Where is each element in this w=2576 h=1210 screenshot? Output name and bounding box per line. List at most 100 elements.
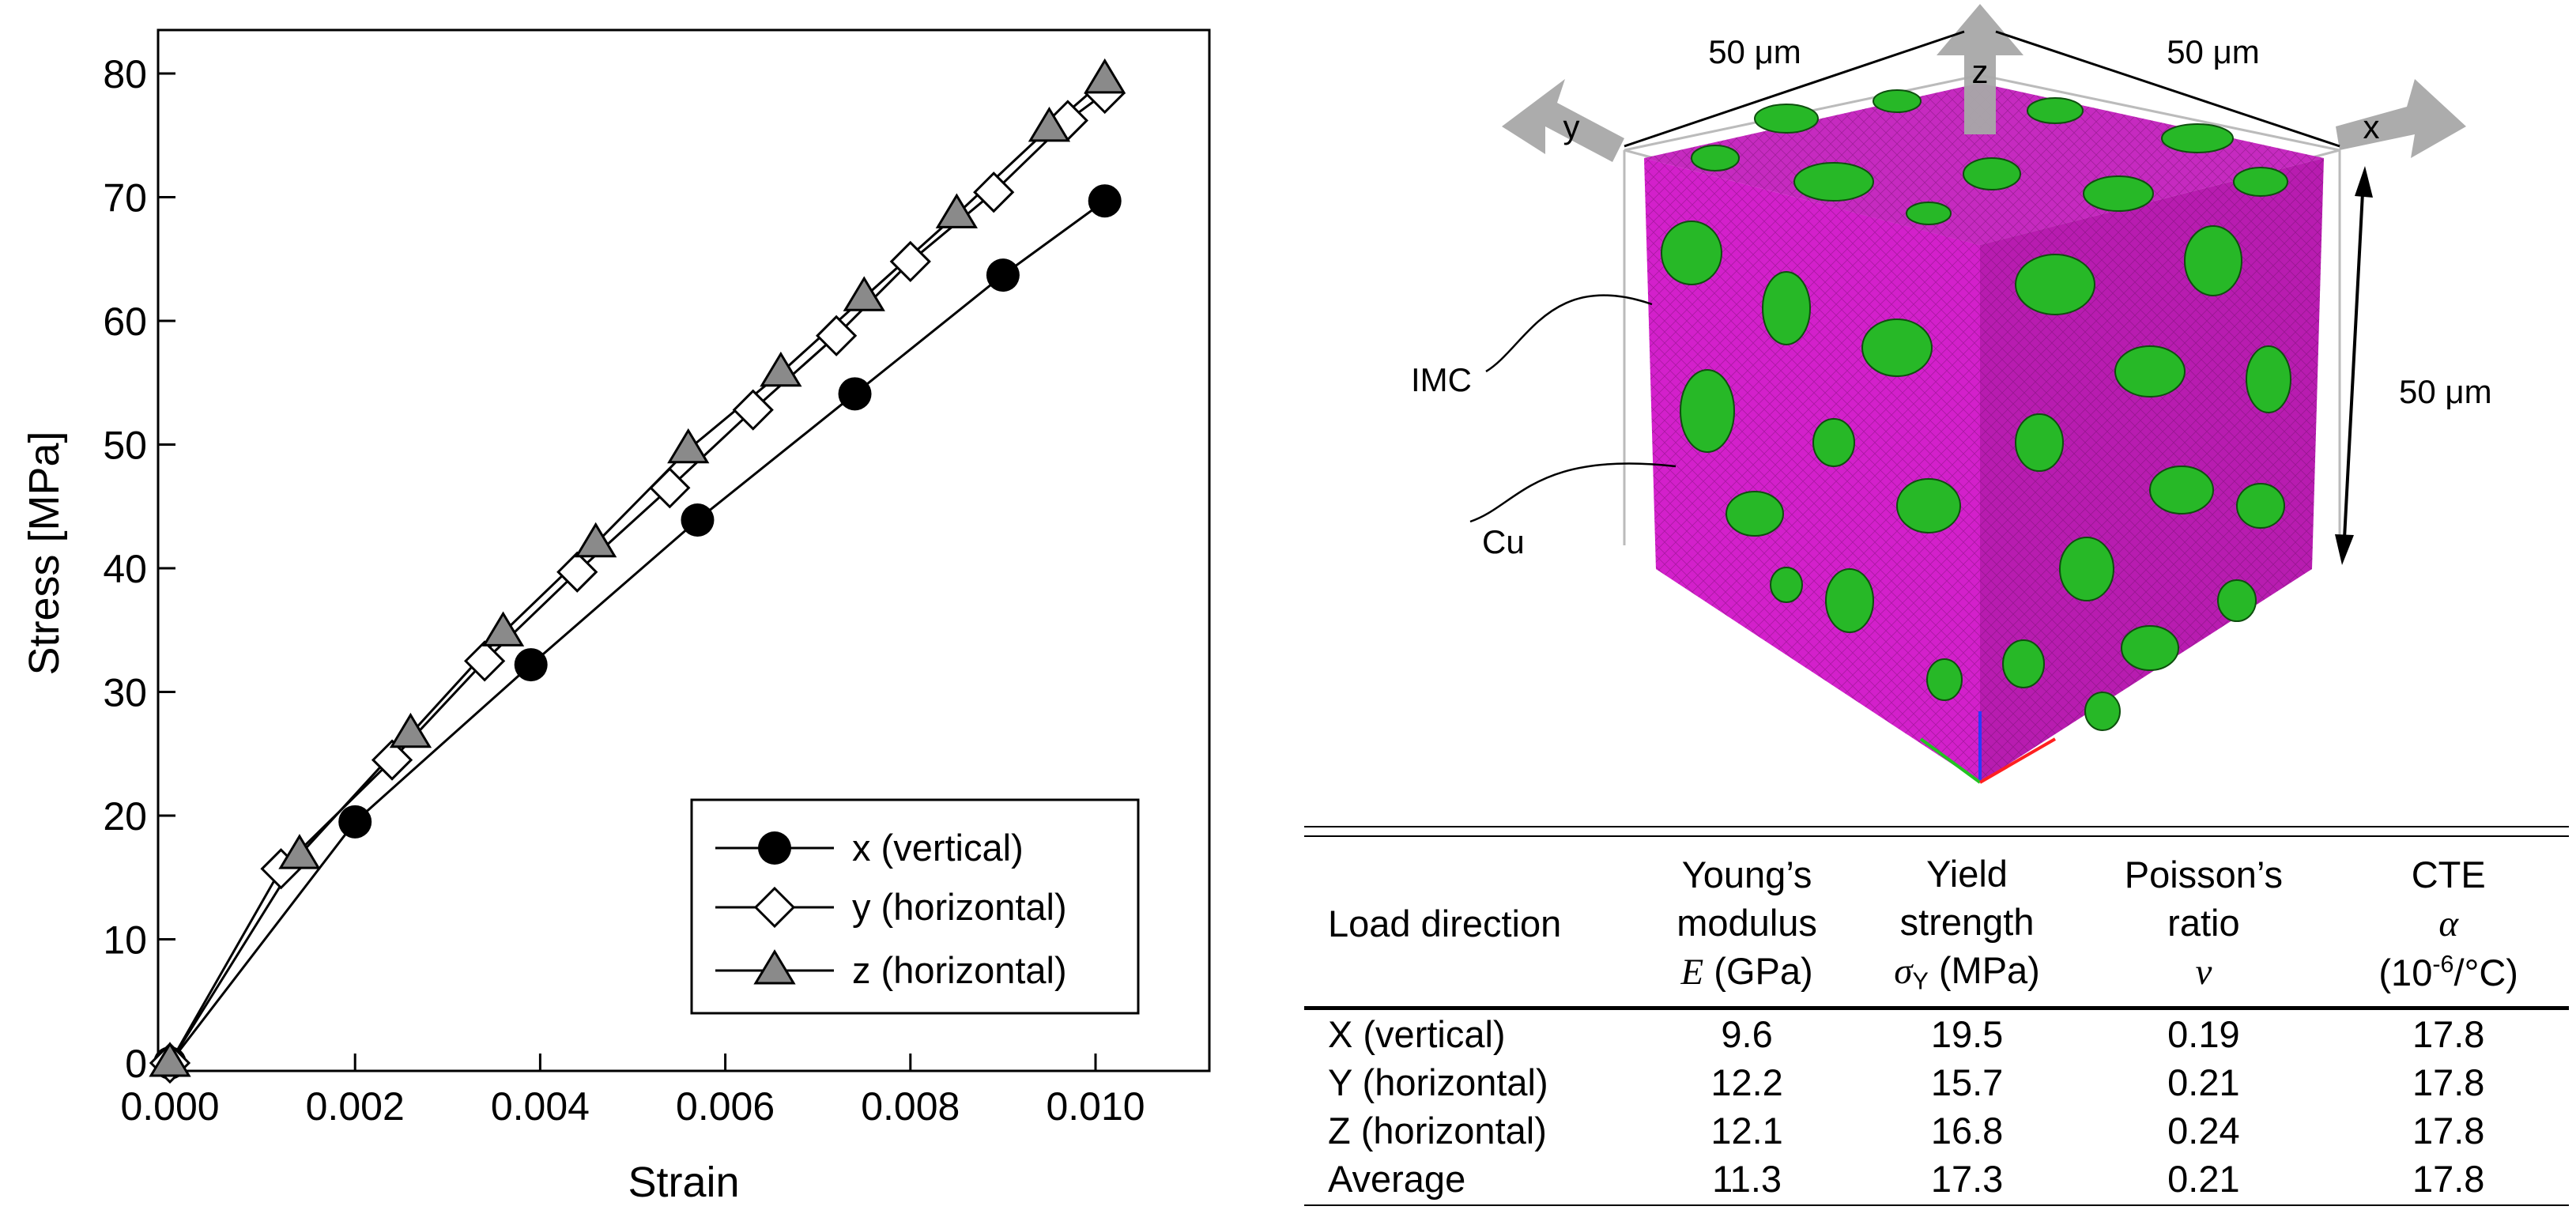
series-line-y: [168, 92, 1106, 1064]
legend-label-x: x (vertical): [852, 827, 1024, 869]
table-header-row: Load direction Young’s modulus E (GPa) Y…: [1304, 836, 2569, 1010]
cell-yield: 15.7: [1930, 1061, 2004, 1103]
cu-leader: [1469, 462, 1676, 523]
y-tick-label: 20: [103, 794, 147, 839]
data-point-x: [514, 648, 548, 682]
imc-leader: [1485, 294, 1653, 373]
legend-marker-x: [758, 831, 791, 865]
cube-mesh-overlay: [1644, 83, 2324, 782]
table-row: Y (horizontal) 12.2 15.7 0.21 17.8: [1304, 1058, 2569, 1106]
dim-label-y-edge: 50 μm: [1708, 33, 1801, 70]
data-point-z: [935, 193, 978, 228]
material-properties-table: Load direction Young’s modulus E (GPa) Y…: [1304, 826, 2569, 1207]
cell-cte: 17.8: [2328, 1154, 2569, 1206]
cell-poisson: 0.21: [2167, 1061, 2240, 1103]
data-point-z: [481, 611, 525, 646]
data-point-z: [389, 712, 432, 748]
dim-label-x-edge: 50 μm: [2167, 33, 2260, 70]
cell-direction: Average: [1304, 1154, 1639, 1206]
legend-label-z: z (horizontal): [852, 949, 1067, 991]
cell-poisson: 0.21: [2079, 1154, 2329, 1206]
dim-line-top-right: [1995, 30, 2340, 148]
data-point-x: [986, 258, 1020, 292]
data-point-y: [649, 467, 691, 509]
dim-arrow-vertical: [2335, 166, 2373, 565]
z-axis-arrow: [1937, 4, 2023, 134]
legend-marker-z: [753, 949, 796, 985]
data-point-y: [464, 640, 506, 682]
header-yield-strength: Yield strength σY (MPa): [1854, 836, 2080, 1010]
data-point-y: [732, 389, 774, 431]
x-tick-label: 0.004: [491, 1084, 590, 1129]
data-point-z: [1028, 106, 1071, 142]
data-point-z: [760, 351, 802, 387]
cell-youngs: 9.6: [1721, 1012, 1773, 1055]
data-series: [149, 58, 1126, 1084]
data-point-x: [681, 503, 715, 537]
data-point-x: [838, 377, 872, 411]
cell-direction: Z (horizontal): [1328, 1109, 1547, 1152]
y-tick-label: 30: [103, 671, 147, 715]
header-cte: CTE α (10-6/°C): [2328, 836, 2569, 1010]
tick-labels: 0.000 0.002 0.004 0.006 0.008 0.010 0 10 20 30 40 5…: [103, 52, 1145, 1129]
plot-frame: [157, 28, 1211, 1072]
data-point-y: [815, 315, 858, 356]
cell-poisson: 0.24: [2167, 1109, 2240, 1152]
x-tick-label: 0.010: [1046, 1084, 1145, 1129]
data-point-x: [1088, 184, 1122, 218]
data-point-z: [667, 428, 710, 464]
cell-poisson: 0.19: [2167, 1012, 2240, 1055]
data-point-y: [973, 172, 1015, 213]
header-youngs-modulus: Young’s modulus E (GPa): [1639, 836, 1855, 1010]
data-point-z: [278, 834, 321, 869]
cell-direction: Y (horizontal): [1328, 1061, 1548, 1103]
stress-strain-chart: 0.000 0.002 0.004 0.006 0.008 0.010 0 10 20 30 40 5…: [21, 28, 1211, 1206]
x-tick-label: 0.002: [306, 1084, 405, 1129]
table-row: Z (horizontal) 12.1 16.8 0.24 17.8: [1304, 1106, 2569, 1155]
x-tick-label: 0.000: [120, 1084, 219, 1129]
y-tick-label: 60: [103, 300, 147, 344]
cell-yield: 16.8: [1930, 1109, 2004, 1152]
dim-line-top-left: [1624, 30, 1965, 148]
microstructure-cube-figure: y z x 50 μm 50 μm 50 μm IMC Cu: [1411, 4, 2492, 784]
axis-label-x: x: [2363, 108, 2380, 145]
data-point-z: [843, 276, 885, 311]
table-row: X (vertical) 9.6 19.5 0.19 17.8: [1304, 1008, 2569, 1058]
tick-marks: [158, 72, 1097, 1071]
cu-particles: [1661, 89, 2291, 731]
x-axis-label: Strain: [628, 1159, 739, 1206]
x-tick-label: 0.006: [676, 1084, 775, 1129]
y-tick-label: 10: [103, 918, 147, 963]
cell-yield: 19.5: [1930, 1012, 2004, 1055]
imc-label: IMC: [1411, 361, 1472, 398]
data-point-z: [575, 522, 617, 558]
data-point-y: [889, 240, 931, 283]
y-tick-label: 50: [103, 424, 147, 468]
origin-triad: [1919, 711, 2057, 784]
legend-marker-y: [753, 886, 796, 929]
data-point-z: [149, 1042, 191, 1077]
cell-youngs: 12.1: [1710, 1109, 1783, 1152]
y-axis-arrow: [1502, 79, 1624, 162]
cell-youngs: 11.3: [1639, 1154, 1855, 1206]
cell-cte: 17.8: [2412, 1109, 2485, 1152]
cell-youngs: 12.2: [1710, 1061, 1783, 1103]
data-point-z: [1084, 58, 1126, 94]
y-tick-label: 80: [103, 52, 147, 96]
legend: x (vertical) y (horizontal) z (horizonta…: [690, 798, 1140, 1015]
cell-cte: 17.8: [2412, 1061, 2485, 1103]
data-point-x: [338, 805, 372, 839]
axis-arrows: [1502, 4, 2466, 162]
y-tick-label: 70: [103, 176, 147, 221]
y-tick-label: 40: [103, 547, 147, 591]
axis-label-y: y: [1563, 108, 1580, 145]
table-row: Average 11.3 17.3 0.21 17.8: [1304, 1154, 2569, 1206]
header-poissons-ratio: Poisson’s ratio ν: [2079, 836, 2329, 1010]
data-point-y: [371, 739, 413, 781]
y-axis-label: Stress [MPa]: [21, 431, 68, 675]
cell-direction: X (vertical): [1328, 1012, 1506, 1055]
cell-cte: 17.8: [2412, 1012, 2485, 1055]
cu-label: Cu: [1482, 523, 1525, 560]
cell-yield: 17.3: [1854, 1154, 2080, 1206]
x-tick-label: 0.008: [861, 1084, 960, 1129]
